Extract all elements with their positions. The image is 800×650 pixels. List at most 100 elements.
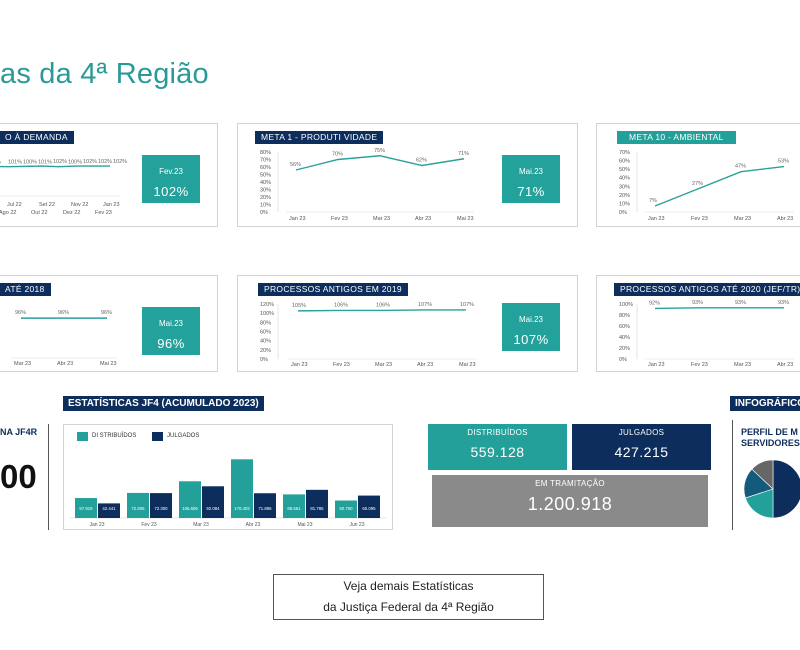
kpi-value: 71% <box>517 184 545 199</box>
x-tick-label: Nov 22 <box>71 202 88 208</box>
bar <box>231 459 253 518</box>
card-demanda[interactable]: O À DEMANDA 3%101%100%101%102%100%102%10… <box>0 123 218 227</box>
kpi-label: Mai.23 <box>518 315 543 324</box>
stats-header: ESTATÍSTICAS JF4 (ACUMULADO 2023) <box>63 396 264 411</box>
series-line <box>297 309 466 312</box>
y-tick-label: 40% <box>619 176 630 182</box>
y-tick-label: 40% <box>619 335 630 341</box>
kpi-value: 96% <box>157 336 185 351</box>
ate2020-line-chart: 100% 80% 60% 40% 20% 0% 92% 93% 93% 93% Jan 23 Fev … <box>619 300 794 368</box>
kpi-box: Mai.23 96% <box>142 307 200 355</box>
y-tick-label: 70% <box>619 150 630 156</box>
legend-label: DI STRIBUÍDOS <box>92 433 137 439</box>
bar-value-label: 92.084 <box>206 506 220 511</box>
data-label: 96% <box>58 310 69 316</box>
x-tick-label: Mai 23 <box>457 216 474 222</box>
x-tick-label: Mar 23 <box>734 362 751 368</box>
data-label: 100% <box>68 160 82 166</box>
bar-value-label: 68.561 <box>287 506 301 511</box>
meta10-line-chart: 70% 60% 50% 40% 30% 20% 10% 0% 7% 27% 47% 53% Jan 23… <box>619 150 794 222</box>
card-ate2020[interactable]: PROCESSOS ANTIGOS ATÉ 2020 (JEF/TR) 100%… <box>596 275 800 372</box>
x-tick-label: Abr 23 <box>777 216 793 222</box>
x-tick-label: Jun 23 <box>349 522 364 528</box>
card-ate2018[interactable]: ATÉ 2018 96% 96% 96% Mar 23 Abr 23 Mai 23 Mai… <box>0 275 218 372</box>
x-tick-label: Jan 23 <box>648 216 665 222</box>
series-line <box>654 307 784 310</box>
y-tick-label: 120% <box>260 302 274 308</box>
x-tick-label: Mar 23 <box>734 216 751 222</box>
y-tick-label: 100% <box>260 311 274 317</box>
y-tick-label: 0% <box>260 357 268 363</box>
y-tick-label: 20% <box>619 346 630 352</box>
y-tick-label: 10% <box>260 203 271 209</box>
bar <box>98 503 120 518</box>
y-tick-label: 0% <box>260 210 268 216</box>
data-label: 102% <box>53 159 67 165</box>
x-tick-label: Jan 23 <box>289 216 306 222</box>
data-label: 106% <box>334 302 348 308</box>
page-title: as da 4ª Região <box>0 58 209 90</box>
bar <box>358 495 380 518</box>
bar-value-label: 72.300 <box>154 506 168 511</box>
data-label: 102% <box>98 159 112 165</box>
bar-value-label: 57.919 <box>79 506 93 511</box>
x-tick-label: Dez 22 <box>63 210 80 216</box>
data-label: 101% <box>8 159 22 165</box>
kpi-value: 102% <box>153 184 189 199</box>
data-label: 101% <box>38 159 52 165</box>
x-tick-label: Set 22 <box>39 202 55 208</box>
data-label: 92% <box>649 300 660 306</box>
bar-value-label: 50.750 <box>339 506 353 511</box>
stat-value: 427.215 <box>614 444 669 460</box>
left-panel: NA JF4R 00 <box>0 424 49 530</box>
x-tick-label: Fev 23 <box>333 362 350 368</box>
bar <box>254 493 276 518</box>
data-label: 96% <box>15 310 26 316</box>
stat-tramitacao: EM TRAMITAÇÃO 1.200.918 <box>432 475 708 527</box>
x-tick-label: Mar 23 <box>193 522 209 528</box>
data-label: 56% <box>290 162 301 168</box>
stats-bar-chart: 57.919 42.441 Jan 23 72.806 72.300 Fev 23 106.… <box>70 459 386 528</box>
x-tick-label: Abr 23 <box>246 522 261 528</box>
y-tick-label: 60% <box>260 330 271 336</box>
x-tick-label: Jan 23 <box>648 362 665 368</box>
legend-label: JULGADOS <box>167 433 200 439</box>
x-tick-label: Out 22 <box>31 210 48 216</box>
bar-value-label: 65.095 <box>362 506 376 511</box>
more-statistics-link[interactable]: Veja demais Estatísticas da Justiça Fede… <box>273 574 544 620</box>
bar <box>179 481 201 518</box>
card-title: META 10 - AMBIENTAL <box>617 131 736 144</box>
demanda-line-chart: 3%101%100%101%102%100%102%102%102%Jul 22… <box>0 159 127 216</box>
kpi-box: Mai.23 71% <box>502 155 560 203</box>
x-tick-label: Mai 23 <box>297 522 312 528</box>
meta1-line-chart: 80%70%60%50%40%30%20%10%0%56%70%75%62%71… <box>260 148 474 222</box>
data-label: 53% <box>778 159 789 165</box>
data-label: 93% <box>735 300 746 306</box>
pie-slice <box>745 488 774 519</box>
y-tick-label: 80% <box>619 313 630 319</box>
bar-value-label: 72.806 <box>131 506 145 511</box>
y-tick-label: 30% <box>260 188 271 194</box>
bar-value-label: 106.606 <box>182 506 198 511</box>
data-label: 75% <box>374 148 385 154</box>
data-label: 3% <box>0 159 1 165</box>
infographic-panel[interactable]: PERFIL DE M SERVIDORES <box>732 420 800 530</box>
data-label: 102% <box>113 159 127 165</box>
data-label: 106% <box>376 302 390 308</box>
stat-distribuidos: DISTRIBUÍDOS 559.128 <box>428 424 567 470</box>
stats-bar-panel: DI STRIBUÍDOS JULGADOS 57.919 42.441 Jan 2… <box>63 424 393 530</box>
y-tick-label: 30% <box>619 184 630 190</box>
card-meta1[interactable]: META 1 - PRODUTI VIDADE 80% 70% 60% 50% 40% 3… <box>237 123 578 227</box>
bar <box>306 489 328 518</box>
bar <box>127 492 149 518</box>
data-label: 105% <box>292 303 306 309</box>
card-title: O À DEMANDA <box>0 131 74 144</box>
card-meta10[interactable]: META 10 - AMBIENTAL 70% 60% 50% 40% 30% 20% 10… <box>596 123 800 227</box>
x-tick-label: Mai 23 <box>459 362 476 368</box>
card-em2019[interactable]: PROCESSOS ANTIGOS EM 2019 120% 100% 80% 60%… <box>237 275 578 372</box>
y-tick-label: 20% <box>260 195 271 201</box>
y-tick-label: 40% <box>260 339 271 345</box>
stat-julgados: JULGADOS 427.215 <box>572 424 711 470</box>
link-line-1: Veja demais Estatísticas <box>343 579 474 593</box>
bar <box>202 486 224 518</box>
